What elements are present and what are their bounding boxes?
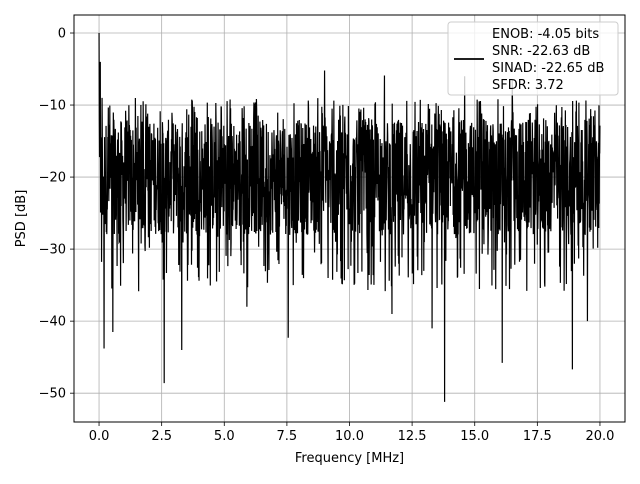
x-tick-label: 0.0 [89, 429, 110, 444]
series-layer [98, 33, 601, 402]
x-tick-label: 15.0 [460, 429, 489, 444]
x-tick-label: 7.5 [277, 429, 298, 444]
y-tick-label: 0 [58, 27, 66, 42]
y-tick-label: −40 [39, 315, 66, 330]
legend: ENOB: -4.05 bits SNR: -22.63 dB SINAD: -… [447, 21, 619, 96]
y-tick-label: −20 [39, 171, 66, 186]
x-tick-label: 20.0 [585, 429, 614, 444]
psd-series-line [98, 33, 601, 402]
x-tick-label: 17.5 [523, 429, 552, 444]
legend-enob: ENOB: -4.05 bits [492, 27, 599, 42]
x-tick-label: 10.0 [335, 429, 364, 444]
legend-snr: SNR: -22.63 dB [492, 44, 590, 59]
y-axis-label: PSD [dB] [14, 190, 29, 248]
y-tick-label: −10 [39, 99, 66, 114]
y-tick-label: −50 [39, 387, 66, 402]
x-tick-label: 2.5 [151, 429, 172, 444]
y-tick-label: −30 [39, 243, 66, 258]
legend-sinad: SINAD: -22.65 dB [492, 61, 604, 76]
x-axis-label: Frequency [MHz] [295, 451, 404, 466]
legend-sfdr: SFDR: 3.72 [492, 78, 564, 93]
ticks: 0.0 2.5 5.0 7.5 10.0 12.5 15.0 17.5 20.0 0 −10 −20 −… [39, 27, 615, 444]
legend-box [447, 21, 619, 96]
x-tick-label: 5.0 [214, 429, 235, 444]
x-tick-label: 12.5 [398, 429, 427, 444]
